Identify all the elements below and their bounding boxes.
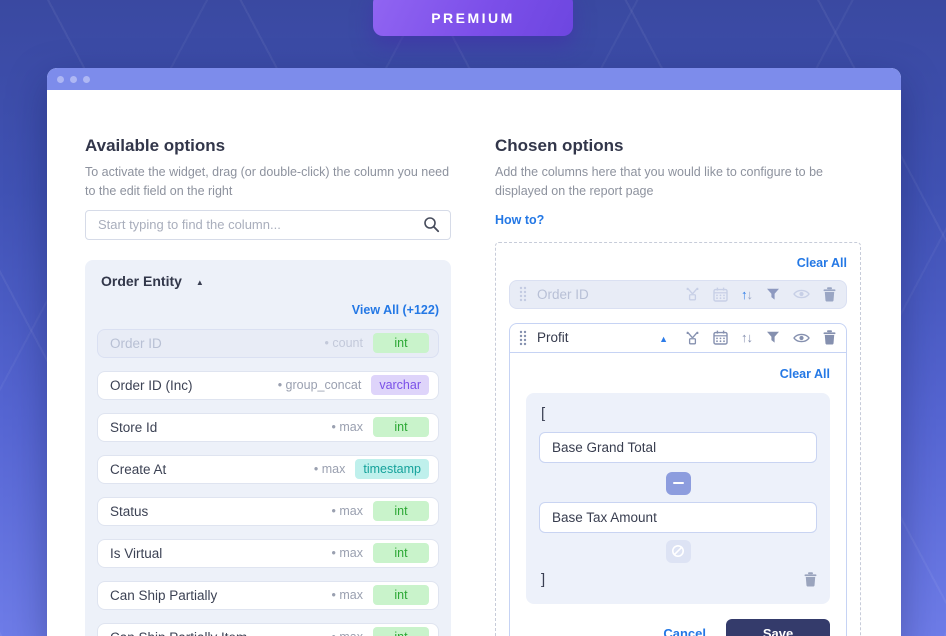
column-label: Create At (110, 461, 167, 477)
column-aggregator: max (332, 546, 363, 560)
available-column-row[interactable]: Order ID count int (97, 328, 439, 358)
clear-all-link[interactable]: Clear All (779, 366, 830, 381)
column-type-badge: int (373, 543, 429, 563)
available-column-row[interactable]: Create At max timestamp (97, 454, 439, 484)
column-label: Order ID (110, 335, 162, 351)
column-type-badge: varchar (371, 375, 429, 395)
search-box (85, 209, 451, 240)
cancel-button[interactable]: Cancel (663, 625, 706, 636)
operand-input-1[interactable] (539, 431, 817, 463)
sort-icon[interactable] (741, 288, 753, 301)
chosen-options-title: Chosen options (495, 136, 624, 155)
formula-editor: [ ] (526, 392, 830, 604)
view-all-link[interactable]: View All (+122) (351, 302, 439, 317)
how-to-link[interactable]: How to? (495, 212, 545, 227)
search-icon[interactable] (423, 216, 440, 233)
group-title: Order Entity (101, 272, 182, 289)
column-type-badge: int (373, 333, 429, 353)
window-dot-icon[interactable] (70, 75, 77, 83)
circle-slash-icon (671, 544, 685, 558)
collapse-caret-icon[interactable] (659, 329, 668, 347)
profit-section: Profit (509, 322, 847, 636)
minus-icon (672, 481, 684, 485)
available-column-row[interactable]: Can Ship Partially Itemmax int (97, 622, 439, 636)
available-options-panel: Available options To activate the widget… (85, 136, 451, 636)
chosen-options-panel: Chosen options Add the columns here that… (495, 136, 861, 636)
available-options-subtitle: To activate the widget, drag (or double-… (85, 165, 450, 198)
calendar-icon[interactable] (713, 287, 728, 302)
filter-icon[interactable] (766, 331, 780, 344)
column-label: Can Ship Partially Item (110, 630, 332, 636)
delete-icon[interactable] (823, 330, 836, 345)
visibility-icon[interactable] (793, 288, 810, 300)
merge-icon[interactable] (685, 287, 700, 301)
column-aggregator: max (314, 462, 346, 476)
column-list: Order ID count int Order ID (Inc) group_conc… (97, 328, 439, 636)
column-aggregator: count (325, 336, 363, 350)
calendar-icon[interactable] (713, 330, 728, 345)
column-label: Store Id (110, 419, 158, 435)
drag-handle-icon[interactable] (519, 330, 527, 346)
no-operator-button[interactable] (665, 539, 691, 563)
profit-editor: Clear All [ (510, 353, 846, 636)
drop-area[interactable]: Clear All Order ID (495, 241, 861, 636)
operand-input-2[interactable] (539, 501, 817, 533)
minus-operator-button[interactable] (665, 471, 691, 495)
column-aggregator: group_concat (278, 378, 362, 392)
order-entity-header: Order Entity (97, 272, 439, 290)
chosen-row-order-id[interactable]: Order ID (509, 279, 847, 309)
chosen-row-label: Profit (537, 330, 569, 345)
column-type-badge: int (373, 501, 429, 521)
bracket-open: [ (541, 404, 546, 422)
window-titlebar (47, 68, 901, 90)
collapse-caret-icon[interactable] (196, 272, 204, 290)
visibility-icon[interactable] (793, 332, 810, 344)
chosen-row-profit[interactable]: Profit (510, 323, 846, 353)
premium-badge-label: PREMIUM (431, 10, 515, 26)
window-dot-icon[interactable] (83, 75, 90, 83)
sort-icon[interactable] (741, 331, 753, 344)
column-label: Can Ship Partially (110, 587, 218, 603)
window-dot-icon[interactable] (57, 75, 64, 83)
column-type-badge: int (373, 417, 429, 437)
bracket-close: ] (541, 570, 546, 588)
delete-formula-icon[interactable] (804, 572, 817, 587)
chosen-options-subtitle: Add the columns here that you would like… (495, 165, 823, 198)
premium-badge: PREMIUM (373, 0, 573, 36)
clear-all-link[interactable]: Clear All (796, 255, 847, 270)
delete-icon[interactable] (823, 286, 836, 302)
column-aggregator: max (332, 630, 363, 636)
filter-icon[interactable] (766, 288, 780, 301)
column-aggregator: max (332, 588, 363, 602)
save-button[interactable]: Save (726, 618, 830, 636)
available-column-row[interactable]: Order ID (Inc) group_concat varchar (97, 370, 439, 400)
drag-handle-icon[interactable] (519, 286, 527, 302)
column-aggregator: max (332, 504, 363, 518)
window-body: Available options To activate the widget… (47, 90, 901, 636)
column-label: Is Virtual (110, 545, 163, 561)
merge-icon[interactable] (685, 330, 700, 345)
order-entity-panel: Order Entity View All (+122) Order ID cou… (85, 259, 451, 636)
column-label: Order ID (Inc) (110, 377, 193, 393)
column-type-badge: int (373, 585, 429, 605)
column-label: Status (110, 503, 149, 519)
column-type-badge: timestamp (355, 459, 429, 479)
column-aggregator: max (332, 420, 363, 434)
app-window: Available options To activate the widget… (47, 68, 901, 636)
search-input[interactable] (96, 216, 423, 233)
chosen-row-label: Order ID (537, 286, 589, 302)
column-type-badge: int (373, 627, 429, 636)
available-options-title: Available options (85, 136, 226, 155)
